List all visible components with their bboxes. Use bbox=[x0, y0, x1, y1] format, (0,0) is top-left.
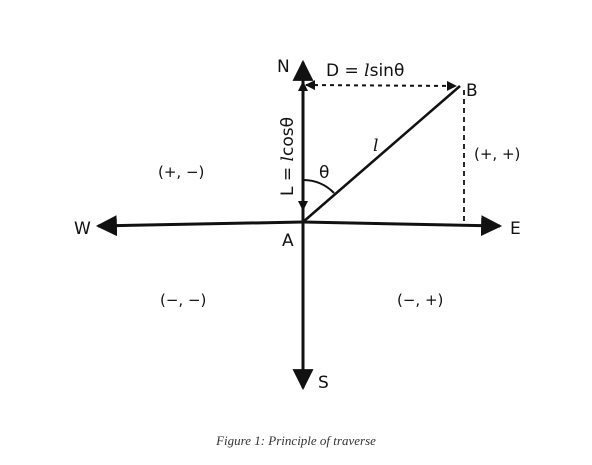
survey-line bbox=[302, 85, 461, 223]
quadrant-ne-label: (+, +) bbox=[474, 145, 520, 163]
departure-arrow bbox=[305, 80, 457, 91]
length-label: l bbox=[373, 136, 378, 156]
departure-label: D = lsinθ bbox=[326, 61, 404, 81]
north-label: N bbox=[277, 57, 290, 77]
west-label: W bbox=[74, 219, 91, 239]
south-label: S bbox=[318, 373, 329, 393]
east-label: E bbox=[510, 219, 521, 239]
quadrant-sw-label: (−, −) bbox=[160, 291, 206, 309]
east-axis bbox=[302, 215, 503, 237]
angle-arc bbox=[302, 178, 335, 194]
angle-label: θ bbox=[319, 163, 329, 183]
quadrant-nw-label: (+, −) bbox=[158, 163, 204, 181]
latitude-label: L = lcosθ bbox=[278, 117, 298, 196]
west-axis bbox=[95, 215, 304, 237]
point-b-label: B bbox=[466, 81, 478, 101]
point-a-label: A bbox=[282, 231, 294, 251]
quadrant-se-label: (−, +) bbox=[397, 291, 443, 309]
figure-caption: Figure 1: Principle of traverse bbox=[216, 433, 376, 448]
